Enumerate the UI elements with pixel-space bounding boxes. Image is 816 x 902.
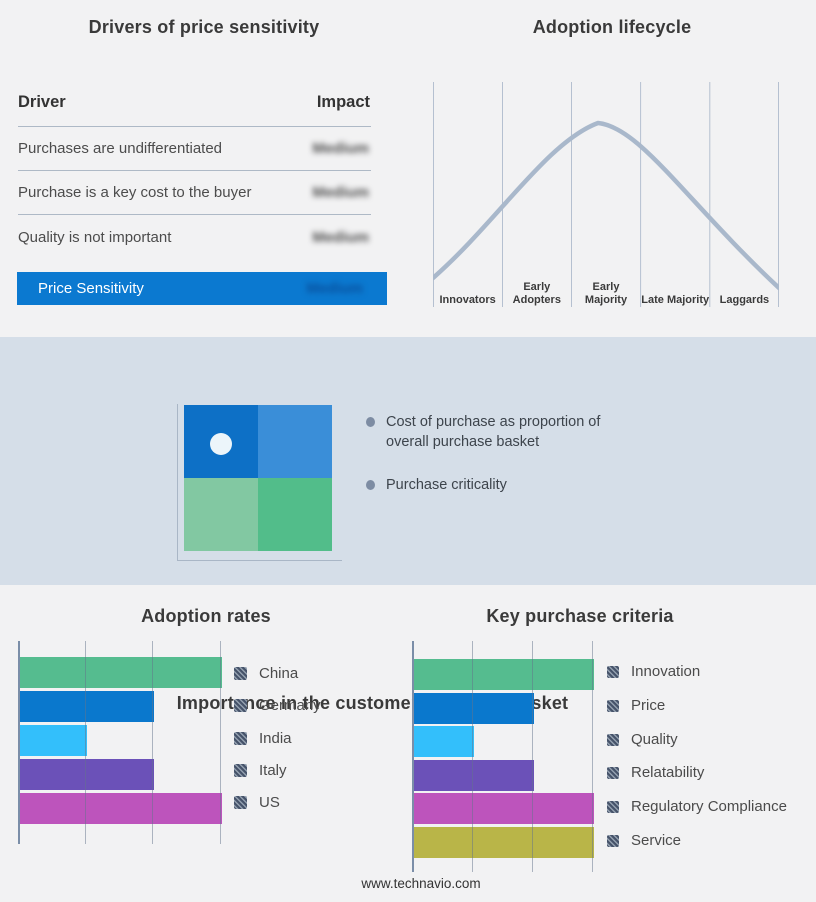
legend-swatch-icon — [234, 764, 247, 777]
legend-swatch-icon — [234, 732, 247, 745]
gridline — [85, 641, 86, 844]
legend-item-germany: Germany — [234, 697, 321, 714]
lifecycle-panel-title: Adoption lifecycle — [532, 17, 692, 37]
legend-swatch-icon — [607, 800, 619, 813]
bar-quality — [414, 726, 474, 757]
quadrant-bottom-left — [184, 478, 258, 551]
position-marker-dot — [210, 433, 232, 455]
legend-swatch-icon — [234, 667, 247, 680]
legend-swatch-icon — [607, 834, 619, 847]
gridline — [532, 641, 533, 872]
legend-item-china: China — [234, 665, 298, 682]
legend-label: China — [259, 665, 299, 682]
bar-regulatory-compliance — [414, 793, 594, 824]
legend-item-regulatory-compliance: Regulatory Compliance — [607, 798, 787, 815]
stage-label-innovators: Innovators — [439, 293, 496, 306]
gridline — [220, 641, 221, 844]
adoption-rates-plot — [18, 641, 222, 844]
driver-text: Purchase is a key cost to the buyer — [18, 184, 252, 201]
bullet-dot-icon — [366, 417, 375, 427]
lifecycle-bell-curve — [433, 82, 779, 307]
impact-column-header: Impact — [316, 93, 370, 111]
driver-text: Purchases are undifferentiated — [18, 140, 223, 157]
basket-bullet-list: Cost of purchase as proportion of overal… — [366, 412, 644, 518]
bar-innovation — [414, 659, 594, 690]
legend-label: Germany — [259, 697, 321, 714]
basket-bullet-item: Cost of purchase as proportion of overal… — [366, 412, 644, 452]
bell-curve-path — [433, 120, 779, 291]
gridline — [592, 641, 593, 872]
price-sensitivity-highlight-row: Price Sensitivity Medium — [17, 272, 387, 305]
legend-label: India — [259, 730, 292, 747]
legend-swatch-icon — [607, 665, 619, 678]
purchase-basket-band: Importance in the customer purchase bask… — [0, 337, 816, 713]
basket-bullet-item: Purchase criticality — [366, 475, 644, 495]
adoption-rates-title: Adoption rates — [141, 606, 271, 626]
bullet-text: Cost of purchase as proportion of overal… — [386, 414, 601, 450]
impact-value: Medium — [312, 140, 369, 157]
legend-item-relatability: Relatability — [607, 764, 704, 781]
quadrant-grid — [184, 405, 332, 551]
key-purchase-criteria-legend: Innovation Price Quality Relatability Regula… — [607, 663, 812, 858]
driver-row-quality-is-not-important: Quality is not important Medium — [18, 215, 371, 259]
legend-label: Service — [631, 832, 682, 849]
quadrant-axis — [177, 404, 342, 561]
legend-item-price: Price — [607, 697, 665, 714]
driver-text: Quality is not important — [18, 228, 172, 246]
driver-column-header: Driver — [18, 93, 66, 111]
impact-value: Medium — [312, 228, 369, 246]
driver-row-purchases-are-undifferen: Purchases are undifferentiated Medium — [18, 127, 371, 171]
stage-label-laggards: Laggards — [719, 293, 770, 306]
driver-row-purchase-is-a-key-cost-t: Purchase is a key cost to the buyer Mediu… — [18, 171, 371, 215]
gridline — [152, 641, 153, 844]
bar-relatability — [414, 760, 534, 791]
legend-item-quality: Quality — [607, 731, 678, 748]
stage-label-early-adopters: Early Adopters — [512, 281, 561, 306]
lifecycle-chart: Innovators Early Adopters Early Majority La… — [433, 82, 779, 307]
price-sensitivity-impact-value: Medium — [306, 280, 363, 297]
drivers-table-header: Driver Impact — [18, 93, 370, 112]
drivers-panel-title: Drivers of price sensitivity — [88, 17, 320, 37]
legend-label: US — [259, 794, 280, 811]
legend-item-service: Service — [607, 832, 681, 849]
bar-price — [414, 693, 534, 724]
legend-label: Italy — [259, 762, 287, 779]
legend-swatch-icon — [234, 699, 247, 712]
stage-label-early-majority: Early Majority — [584, 281, 628, 306]
bullet-text: Purchase criticality — [386, 477, 507, 493]
legend-label: Innovation — [631, 663, 701, 680]
legend-label: Price — [631, 697, 666, 714]
quadrant-bottom-right — [258, 478, 332, 551]
legend-swatch-icon — [607, 699, 619, 712]
legend-label: Relatability — [631, 764, 705, 781]
bullet-dot-icon — [366, 480, 375, 490]
key-purchase-criteria-plot — [412, 641, 594, 872]
legend-swatch-icon — [607, 766, 619, 779]
quadrant-top-right — [258, 405, 332, 478]
gridline — [472, 641, 473, 872]
adoption-rates-legend: China Germany India Italy US — [234, 665, 404, 815]
legend-swatch-icon — [234, 796, 247, 809]
legend-label: Quality — [631, 731, 678, 748]
bar-us — [20, 793, 222, 824]
bar-china — [20, 657, 222, 688]
legend-item-us: US — [234, 794, 280, 811]
stage-label-late-majority: Late Majority — [641, 293, 710, 306]
lifecycle-stage-labels: Innovators Early Adopters Early Majority La… — [433, 274, 779, 307]
bar-italy — [20, 759, 154, 790]
footer-url: www.technavio.com — [361, 876, 481, 891]
price-sensitivity-label: Price Sensitivity — [38, 280, 144, 297]
bar-india — [20, 725, 87, 756]
bar-germany — [20, 691, 154, 722]
impact-value: Medium — [312, 184, 369, 201]
bar-service — [414, 827, 594, 858]
legend-label: Regulatory Compliance — [631, 798, 787, 815]
legend-swatch-icon — [607, 733, 619, 746]
drivers-table-rows: Purchases are undifferentiated Medium Purc… — [18, 126, 371, 259]
legend-item-innovation: Innovation — [607, 663, 700, 680]
legend-item-italy: Italy — [234, 762, 287, 779]
legend-item-india: India — [234, 730, 292, 747]
key-purchase-criteria-title: Key purchase criteria — [486, 606, 674, 626]
